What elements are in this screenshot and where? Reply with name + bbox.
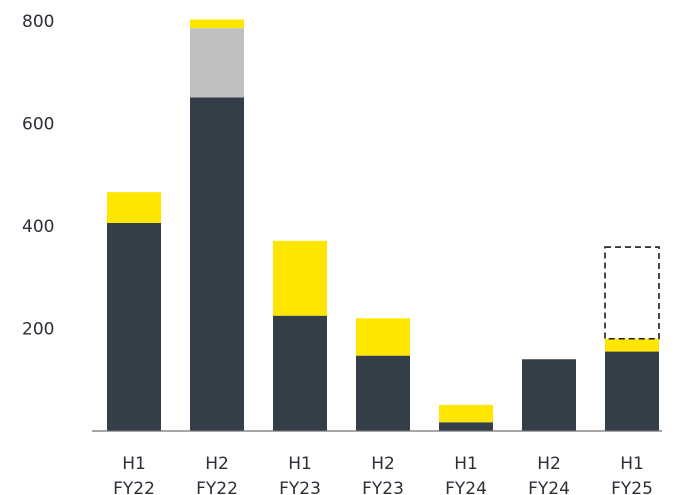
- x-category-label: FY22: [113, 479, 155, 495]
- y-tick-label: 200: [22, 320, 54, 340]
- x-category-label: FY22: [196, 479, 238, 495]
- bar-segment-3-3: [273, 240, 327, 316]
- bar-segment-7-3: [605, 338, 659, 352]
- x-category-label: H2: [371, 454, 395, 474]
- x-category-label: FY24: [445, 479, 487, 495]
- x-category-label: FY24: [528, 479, 570, 495]
- bar-segment-4-3: [356, 318, 410, 356]
- x-axis-labels: H1 FY22 H2 FY22 H1 FY23 H2 FY23 H1 FY24 H2 FY24 H1 FY…: [113, 454, 653, 495]
- bar-segment-2-1: [190, 97, 244, 432]
- bar-segment-1-1: [107, 222, 161, 431]
- y-tick-label: 800: [22, 12, 54, 32]
- x-category-label: H1: [620, 454, 644, 474]
- bar-segment-6-1: [522, 359, 576, 431]
- x-category-label: H1: [288, 454, 312, 474]
- bar-segment-2-2: [190, 28, 244, 98]
- bar-segment-5-3: [439, 404, 493, 423]
- x-category-label: H2: [537, 454, 561, 474]
- x-category-label: H1: [454, 454, 478, 474]
- dashed-outline-segment: [604, 246, 660, 340]
- bar-segment-5-1: [439, 422, 493, 431]
- bars-group: [107, 19, 660, 432]
- x-category-label: FY23: [362, 479, 404, 495]
- y-axis-ticks: 200 400 600 800: [22, 12, 54, 340]
- y-tick-label: 600: [22, 115, 54, 135]
- bar-segment-4-1: [356, 355, 410, 431]
- y-tick-label: 400: [22, 217, 54, 237]
- x-category-label: H2: [205, 454, 229, 474]
- bar-segment-1-3: [107, 192, 161, 223]
- x-category-label: H1: [122, 454, 146, 474]
- bar-segment-7-1: [605, 351, 659, 431]
- x-category-label: FY23: [279, 479, 321, 495]
- x-category-label: FY25: [611, 479, 653, 495]
- bar-segment-2-3: [190, 19, 244, 29]
- bar-segment-3-1: [273, 315, 327, 431]
